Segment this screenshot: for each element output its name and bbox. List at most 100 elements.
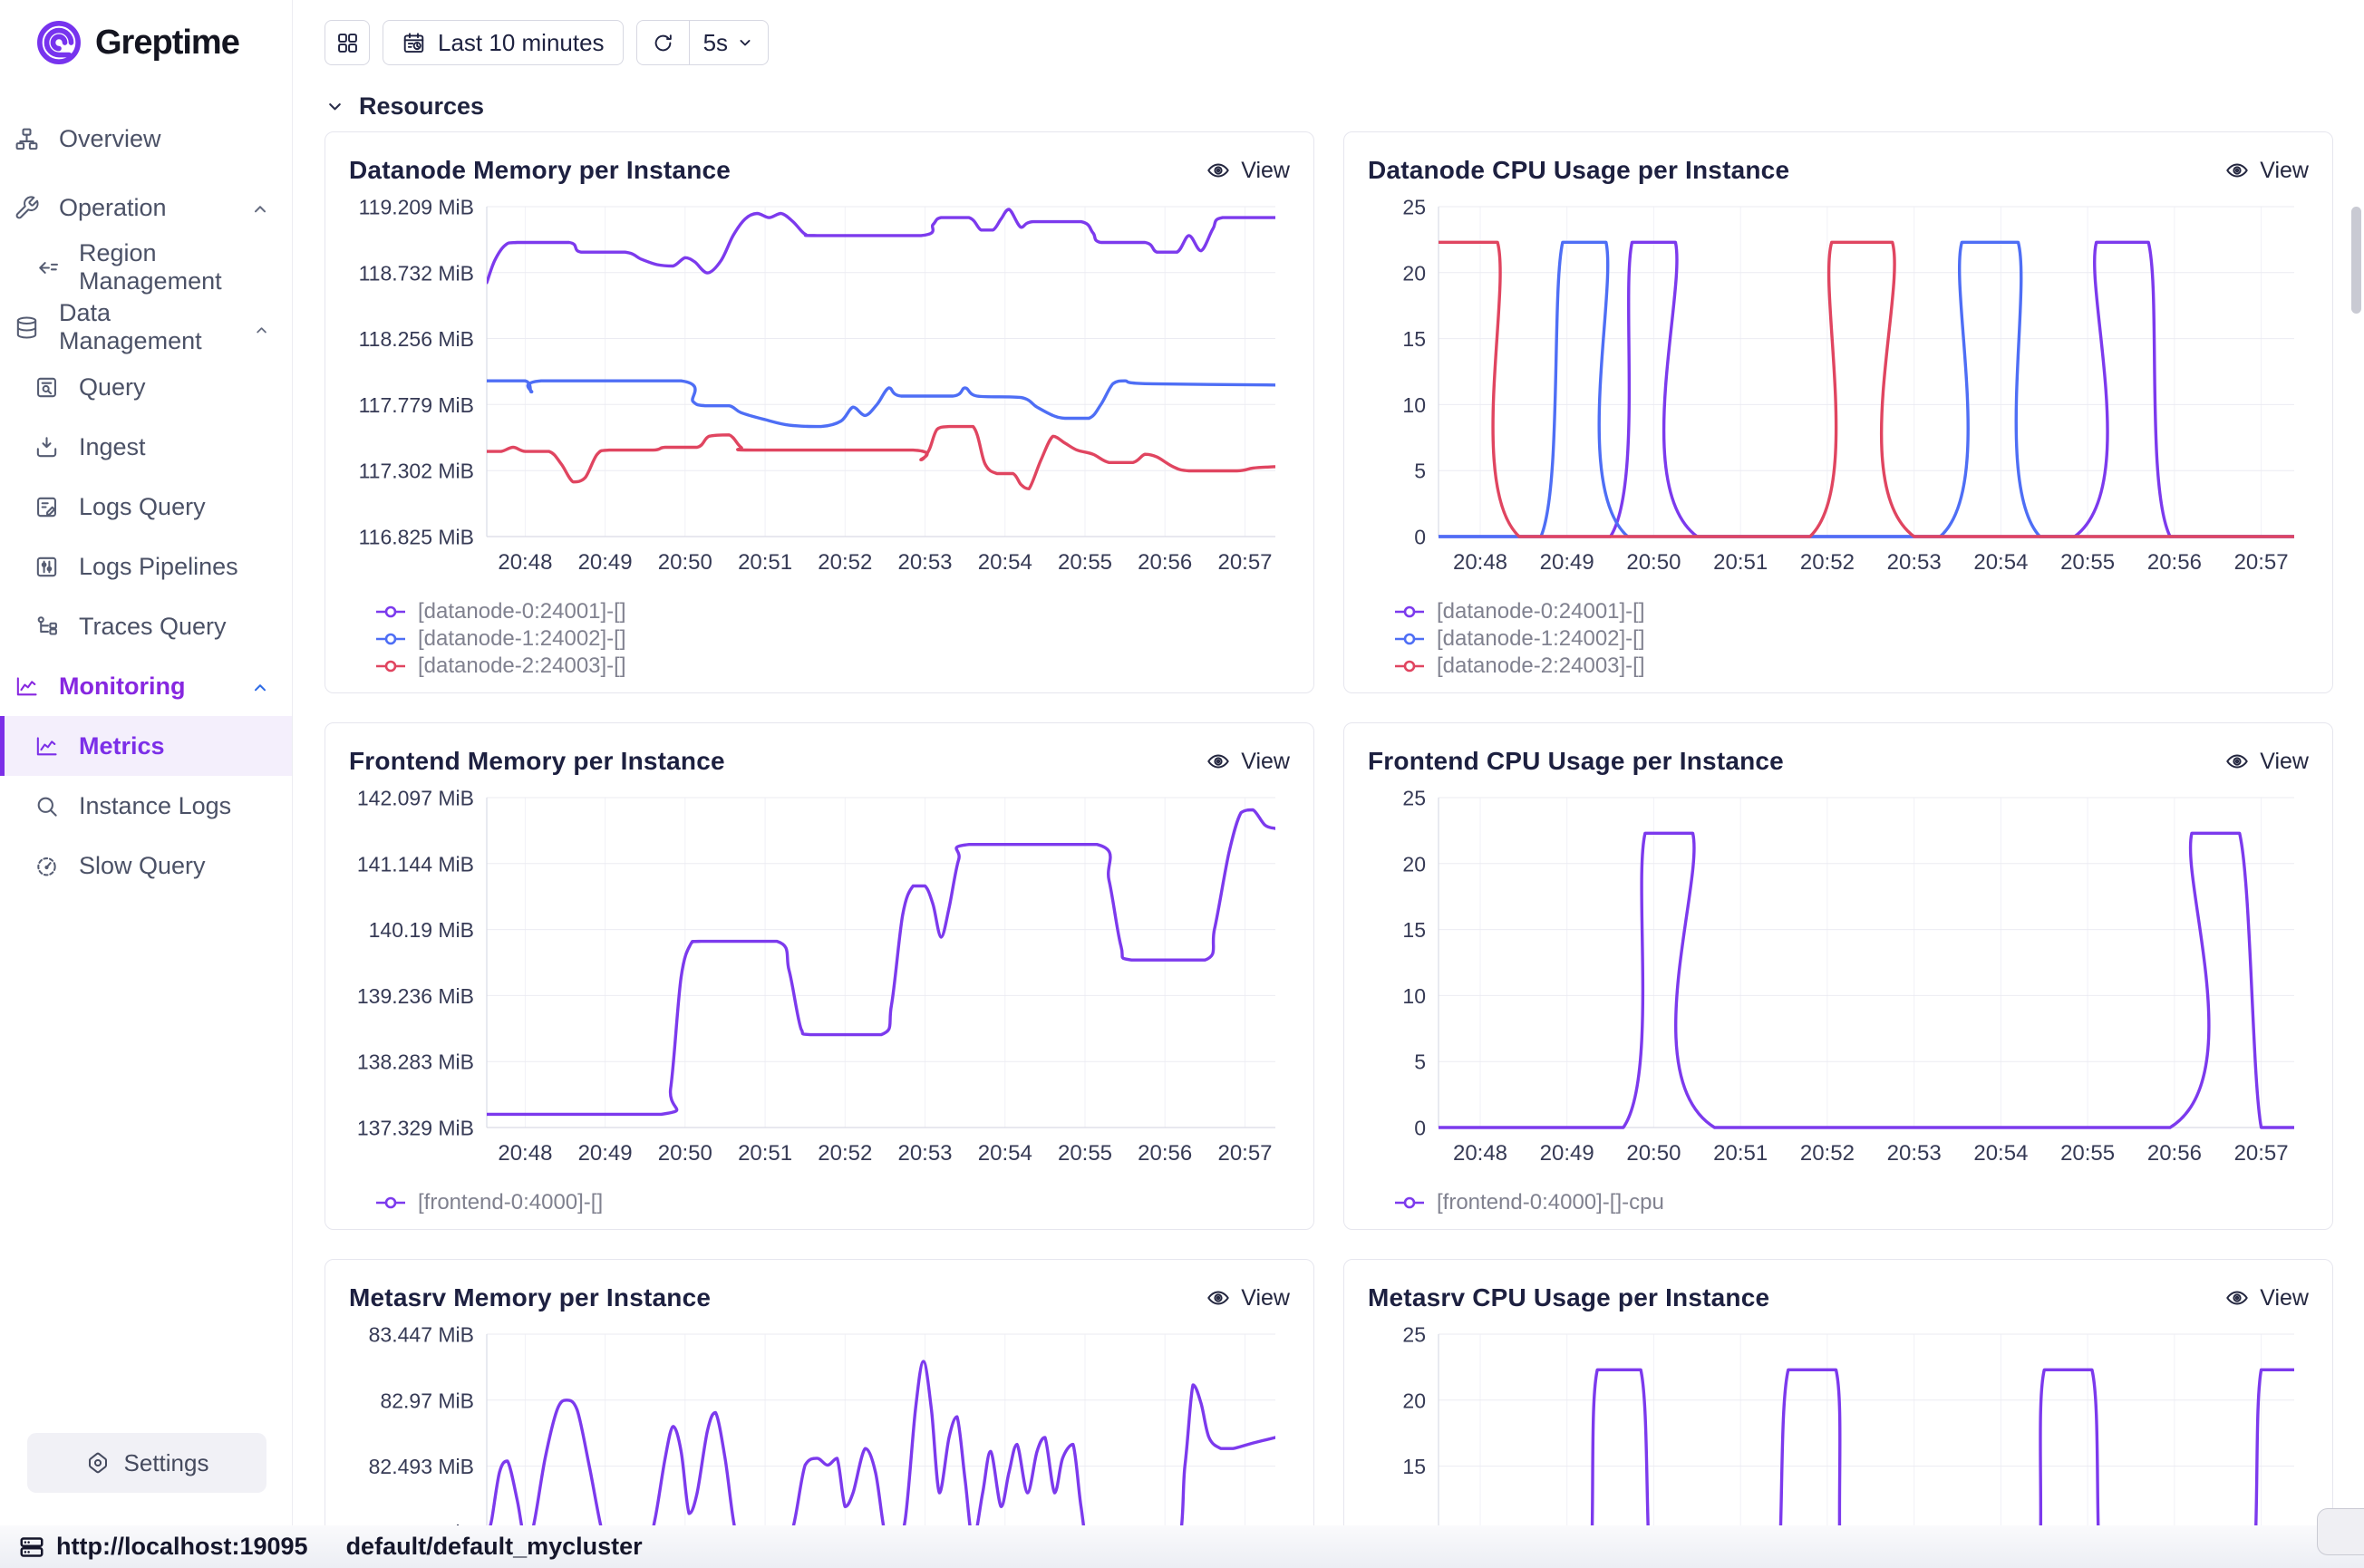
statusbar-endpoint: http://localhost:19095 (18, 1533, 308, 1561)
chart-area[interactable]: 119.209 MiB 118.732 MiB 118.256 MiB 117.779… (349, 194, 1290, 593)
sidebar-item-label: Logs Pipelines (79, 552, 238, 580)
chart-canvas[interactable]: 119.209 MiB 118.732 MiB 118.256 MiB 117.779… (349, 194, 1290, 593)
eye-icon (2224, 158, 2250, 183)
gear-icon (85, 1450, 111, 1476)
wrench-icon (14, 195, 40, 221)
legend-item[interactable]: [datanode-2:24003]-[] (374, 653, 626, 680)
legend-item[interactable]: [frontend-0:4000]-[]-cpu (1393, 1189, 1664, 1216)
chart-area[interactable]: 252015105020:4820:4920:5020:5120:5220:53… (1368, 1321, 2309, 1525)
settings-label: Settings (123, 1448, 209, 1476)
chevron-up-icon[interactable] (253, 317, 270, 337)
chart-card: Frontend Memory per Instance View 142.09… (325, 722, 1314, 1230)
sidebar-item-logs-pipelines[interactable]: Logs Pipelines (0, 537, 292, 596)
svg-text:20:54: 20:54 (1973, 550, 2028, 575)
chart-card-header: Datanode Memory per Instance View (349, 147, 1290, 194)
chevron-up-icon[interactable] (250, 676, 270, 696)
refresh-button[interactable] (637, 21, 689, 64)
svg-text:20:51: 20:51 (738, 550, 792, 575)
chart-view-button[interactable]: View (2224, 749, 2309, 775)
sidebar-item-ingest[interactable]: Ingest (0, 417, 292, 477)
svg-text:20:50: 20:50 (658, 550, 712, 575)
scrollbar-thumb[interactable] (2351, 207, 2361, 314)
svg-text:82.493 MiB: 82.493 MiB (369, 1455, 474, 1478)
svg-text:5: 5 (1414, 460, 1426, 483)
sidebar-item-monitoring[interactable]: Monitoring (0, 656, 292, 716)
svg-text:15: 15 (1402, 918, 1426, 942)
legend-item[interactable]: [datanode-0:24001]-[] (374, 598, 626, 625)
legend-marker-icon (376, 1196, 405, 1209)
svg-text:20:52: 20:52 (818, 1141, 872, 1166)
sidebar-item-overview[interactable]: Overview (0, 109, 292, 169)
legend-label: [datanode-1:24002]-[] (1437, 626, 1645, 651)
chart-canvas[interactable]: 142.097 MiB 141.144 MiB 140.19 MiB 139.236 … (349, 785, 1290, 1184)
svg-text:25: 25 (1402, 787, 1426, 810)
svg-text:20:54: 20:54 (978, 1141, 1032, 1166)
svg-text:20:56: 20:56 (1138, 550, 1192, 575)
svg-text:20:48: 20:48 (1453, 1141, 1507, 1166)
settings-button[interactable]: Settings (27, 1433, 266, 1493)
svg-text:20:57: 20:57 (2234, 550, 2289, 575)
section-resources-toggle[interactable]: Resources (325, 92, 484, 121)
chart-view-button[interactable]: View (1206, 158, 1290, 184)
legend-item[interactable]: [frontend-0:4000]-[] (374, 1189, 603, 1216)
sidebar-item-metrics[interactable]: Metrics (0, 716, 292, 776)
series-line (1439, 240, 2294, 538)
sidebar-item-logs-query[interactable]: Logs Query (0, 477, 292, 537)
legend-item[interactable]: [datanode-2:24003]-[] (1393, 653, 1645, 680)
refresh-interval-select[interactable]: 5s (690, 21, 768, 64)
doc-edit-icon (34, 494, 60, 520)
svg-text:15: 15 (1402, 1455, 1426, 1478)
legend-item[interactable]: [datanode-1:24002]-[] (1393, 625, 1645, 653)
chart-canvas[interactable]: 252015105020:4820:4920:5020:5120:5220:53… (1368, 1321, 2309, 1525)
chevron-up-icon[interactable] (250, 198, 270, 218)
app-window: Greptime Overview Operation Region Managem… (0, 0, 2364, 1525)
svg-text:20:57: 20:57 (2234, 1141, 2289, 1166)
divider (688, 21, 690, 64)
main-content: Last 10 minutes 5s Resources Datanode Me… (293, 0, 2364, 1525)
chart-view-button[interactable]: View (2224, 158, 2309, 184)
chart-view-button[interactable]: View (1206, 749, 1290, 775)
layout-grid-button[interactable] (325, 20, 370, 65)
chart-title: Frontend CPU Usage per Instance (1368, 747, 1784, 775)
refresh-interval-value: 5s (702, 28, 729, 56)
sidebar-item-data-management[interactable]: Data Management (0, 297, 292, 357)
view-label: View (2260, 157, 2309, 183)
refresh-group: 5s (635, 20, 770, 65)
chart-line-icon (34, 733, 60, 760)
chart-area[interactable]: 142.097 MiB 141.144 MiB 140.19 MiB 139.236 … (349, 785, 1290, 1184)
sidebar-item-region-management[interactable]: Region Management (0, 237, 292, 297)
chevron-down-icon (325, 96, 345, 117)
sidebar-item-label: Metrics (79, 731, 165, 760)
svg-text:142.097 MiB: 142.097 MiB (357, 787, 474, 810)
svg-text:116.825 MiB: 116.825 MiB (359, 526, 474, 549)
svg-text:10: 10 (1402, 393, 1426, 417)
svg-text:118.732 MiB: 118.732 MiB (359, 261, 474, 285)
svg-text:25: 25 (1402, 196, 1426, 219)
sidebar-item-query[interactable]: Query (0, 357, 292, 417)
sidebar-item-traces-query[interactable]: Traces Query (0, 596, 292, 656)
greptime-logo[interactable]: Greptime (0, 0, 292, 67)
chart-view-button[interactable]: View (2224, 1285, 2309, 1312)
time-range-button[interactable]: Last 10 minutes (383, 20, 624, 65)
legend-item[interactable]: [datanode-0:24001]-[] (1393, 598, 1645, 625)
eye-icon (1206, 749, 1231, 774)
chart-title: Metasrv Memory per Instance (349, 1283, 712, 1312)
sidebar-item-label: Slow Query (79, 851, 206, 879)
legend-item[interactable]: [datanode-1:24002]-[] (374, 625, 626, 653)
chart-line-icon (14, 673, 40, 700)
sidebar-nav: Overview Operation Region Management Data M… (0, 109, 292, 895)
sidebar-item-operation[interactable]: Operation (0, 178, 292, 237)
sidebar-item-instance-logs[interactable]: Instance Logs (0, 776, 292, 836)
brand-name: Greptime (95, 23, 240, 62)
sidebar-item-label: Instance Logs (79, 791, 232, 819)
sidebar-item-slow-query[interactable]: Slow Query (0, 836, 292, 895)
chart-card-header: Frontend Memory per Instance View (349, 738, 1290, 785)
server-icon (18, 1534, 45, 1561)
chart-view-button[interactable]: View (1206, 1285, 1290, 1312)
